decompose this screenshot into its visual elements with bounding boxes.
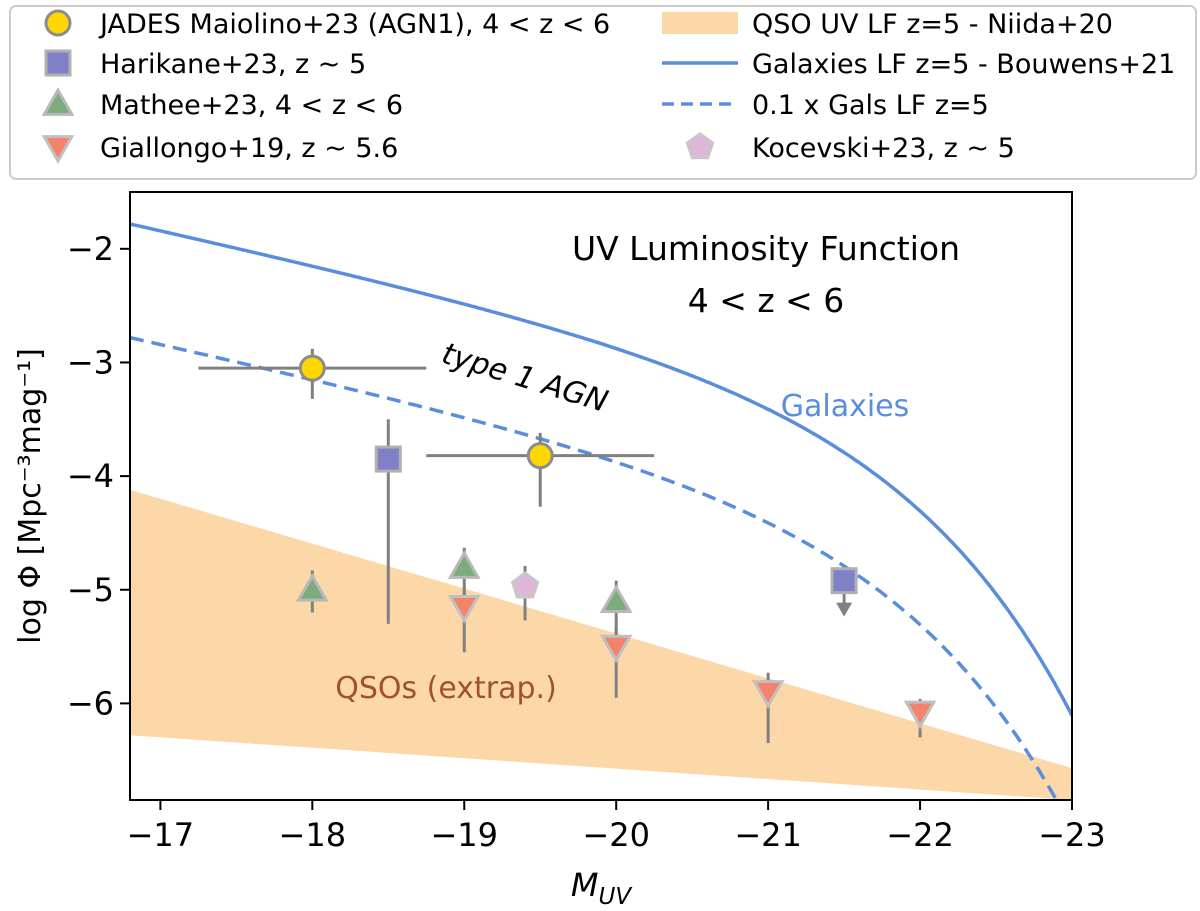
legend-marker-triangle-down (41, 135, 75, 164)
galaxies-label: Galaxies (781, 389, 910, 424)
y-tick-label: −6 (67, 684, 114, 722)
chart-title: UV Luminosity Function (572, 229, 960, 268)
x-tick-label: −20 (582, 816, 650, 854)
y-tick-label: −4 (67, 457, 114, 495)
data-point-triangle-down (751, 680, 785, 709)
x-axis-ticks: −17 −18 −19 −20 −21 −22 −23 (127, 800, 1106, 854)
y-axis-ticks: −2 −3 −4 −5 −6 (67, 230, 130, 722)
qso-band-area (130, 489, 1072, 800)
legend-marker-pentagon (685, 131, 715, 160)
legend-marker-circle (44, 9, 72, 37)
data-point-triangle-up (295, 572, 329, 602)
data-point-triangle-up (599, 584, 633, 613)
scaled-galaxies-lf-line (130, 335, 1059, 800)
x-tick-label: −19 (430, 816, 498, 854)
legend-label: Harikane+23, z ~ 5 (100, 49, 366, 80)
chart-subtitle: 4 < z < 6 (688, 281, 845, 320)
legend-marker-square (44, 49, 72, 77)
x-axis-label-subscript: UV (599, 884, 634, 910)
legend-label: Giallongo+19, z ~ 5.6 (100, 133, 398, 164)
y-axis-label: log Φ [Mpc⁻³mag⁻¹] (13, 348, 48, 644)
legend-label: Kocevski+23, z ~ 5 (752, 133, 1015, 164)
legend-swatch-qso-band (662, 12, 738, 34)
x-axis-label: MUV (571, 866, 633, 910)
data-point-pentagon (510, 571, 540, 599)
data-point-triangle-down (903, 700, 937, 730)
legend-label: 0.1 x Gals LF z=5 (752, 90, 989, 121)
x-tick-label: −17 (127, 816, 195, 854)
plot-area: −17 −18 −19 −20 −21 −22 −23 −2 −3 −4 −5 −6 (67, 191, 1106, 854)
y-tick-label: −5 (67, 571, 114, 609)
upper-limit-arrow (836, 602, 853, 617)
legend-label: Galaxies LF z=5 - Bouwens+21 (752, 49, 1175, 80)
galaxies-lf-line (130, 222, 1072, 717)
x-tick-label: −23 (1038, 816, 1106, 854)
data-point-circle (298, 354, 326, 382)
legend-frame (9, 5, 1197, 180)
data-point-triangle-down (447, 594, 481, 624)
x-axis-label-main: M (571, 866, 599, 904)
y-tick-label: −2 (67, 230, 114, 268)
legend-label: JADES Maiolino+23 (AGN1), 4 < z < 6 (98, 9, 610, 40)
x-tick-label: −22 (886, 816, 954, 854)
x-tick-label: −18 (279, 816, 347, 854)
plot-frame (129, 191, 1073, 801)
qso-label: QSOs (extrap.) (335, 671, 557, 706)
legend-label: Mathee+23, 4 < z < 6 (100, 90, 403, 121)
data-point-square (830, 567, 858, 595)
legend-marker-triangle-up (41, 87, 75, 116)
data-point-circle (526, 442, 554, 470)
data-point-triangle-up (447, 550, 481, 579)
y-tick-label: −3 (67, 343, 114, 381)
legend-label: QSO UV LF z=5 - Niida+20 (752, 9, 1113, 40)
data-point-square (374, 445, 402, 473)
x-tick-label: −21 (734, 816, 802, 854)
data-point-triangle-down (599, 634, 633, 664)
agn-label: type 1 AGN (438, 336, 612, 420)
data-markers (295, 354, 937, 730)
legend: JADES Maiolino+23 (AGN1), 4 < z < 6 Harik… (9, 5, 1197, 180)
